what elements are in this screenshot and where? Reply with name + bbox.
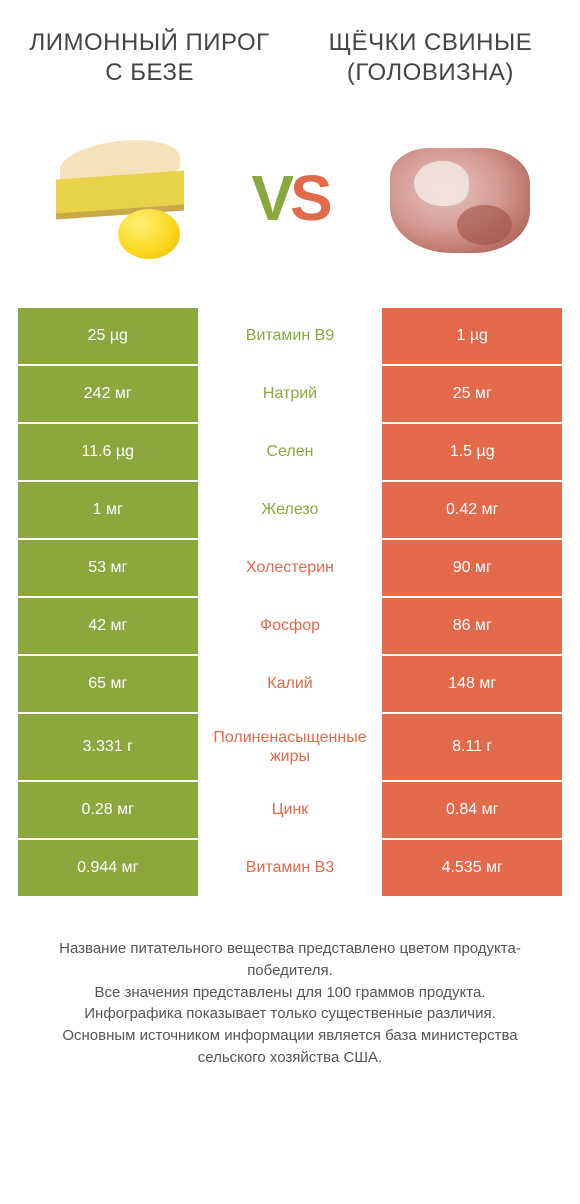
table-row: 11.6 µgСелен1.5 µg	[18, 424, 562, 480]
comparison-table: 25 µgВитамин B91 µg242 мгНатрий25 мг11.6…	[0, 308, 580, 896]
nutrient-name: Натрий	[198, 366, 383, 422]
footer-line: Название питательного вещества представл…	[30, 938, 550, 982]
nutrient-name: Калий	[198, 656, 383, 712]
left-value: 25 µg	[18, 308, 198, 364]
left-value: 65 мг	[18, 656, 198, 712]
footer-line: Основным источником информации является …	[30, 1025, 550, 1069]
table-row: 0.944 мгВитамин B34.535 мг	[18, 840, 562, 896]
left-value: 42 мг	[18, 598, 198, 654]
nutrient-name: Цинк	[198, 782, 383, 838]
nutrient-name: Селен	[198, 424, 383, 480]
right-value: 25 мг	[382, 366, 562, 422]
left-value: 0.944 мг	[18, 840, 198, 896]
footer-notes: Название питательного вещества представл…	[0, 898, 580, 1089]
images-row: VS	[0, 98, 580, 308]
nutrient-name: Холестерин	[198, 540, 383, 596]
nutrient-name: Полиненасыщенные жиры	[198, 714, 383, 780]
footer-line: Инфографика показывает только существенн…	[30, 1003, 550, 1025]
nutrient-name: Витамин B3	[198, 840, 383, 896]
table-row: 1 мгЖелезо0.42 мг	[18, 482, 562, 538]
right-value: 0.84 мг	[382, 782, 562, 838]
right-value: 8.11 г	[382, 714, 562, 780]
right-title: ЩЁЧКИ СВИНЫЕ (ГОЛОВИЗНА)	[301, 28, 560, 88]
pork-jowl-image	[370, 128, 550, 268]
left-title: ЛИМОННЫЙ ПИРОГ С БЕЗЕ	[20, 28, 279, 88]
left-value: 11.6 µg	[18, 424, 198, 480]
table-row: 3.331 гПолиненасыщенные жиры8.11 г	[18, 714, 562, 780]
table-row: 25 µgВитамин B91 µg	[18, 308, 562, 364]
nutrient-name: Железо	[198, 482, 383, 538]
vs-v: V	[251, 161, 290, 235]
table-row: 53 мгХолестерин90 мг	[18, 540, 562, 596]
right-value: 90 мг	[382, 540, 562, 596]
left-value: 1 мг	[18, 482, 198, 538]
right-value: 86 мг	[382, 598, 562, 654]
right-value: 4.535 мг	[382, 840, 562, 896]
right-value: 1 µg	[382, 308, 562, 364]
left-value: 242 мг	[18, 366, 198, 422]
meat-icon	[380, 133, 540, 263]
header: ЛИМОННЫЙ ПИРОГ С БЕЗЕ ЩЁЧКИ СВИНЫЕ (ГОЛО…	[0, 0, 580, 98]
table-row: 242 мгНатрий25 мг	[18, 366, 562, 422]
left-value: 3.331 г	[18, 714, 198, 780]
footer-line: Все значения представлены для 100 граммо…	[30, 982, 550, 1004]
vs-s: S	[290, 161, 329, 235]
right-value: 0.42 мг	[382, 482, 562, 538]
table-row: 42 мгФосфор86 мг	[18, 598, 562, 654]
nutrient-name: Витамин B9	[198, 308, 383, 364]
pie-icon	[40, 133, 200, 263]
left-value: 53 мг	[18, 540, 198, 596]
table-row: 65 мгКалий148 мг	[18, 656, 562, 712]
table-row: 0.28 мгЦинк0.84 мг	[18, 782, 562, 838]
lemon-pie-image	[30, 128, 210, 268]
nutrient-name: Фосфор	[198, 598, 383, 654]
vs-label: VS	[251, 161, 328, 235]
right-value: 1.5 µg	[382, 424, 562, 480]
left-value: 0.28 мг	[18, 782, 198, 838]
right-value: 148 мг	[382, 656, 562, 712]
